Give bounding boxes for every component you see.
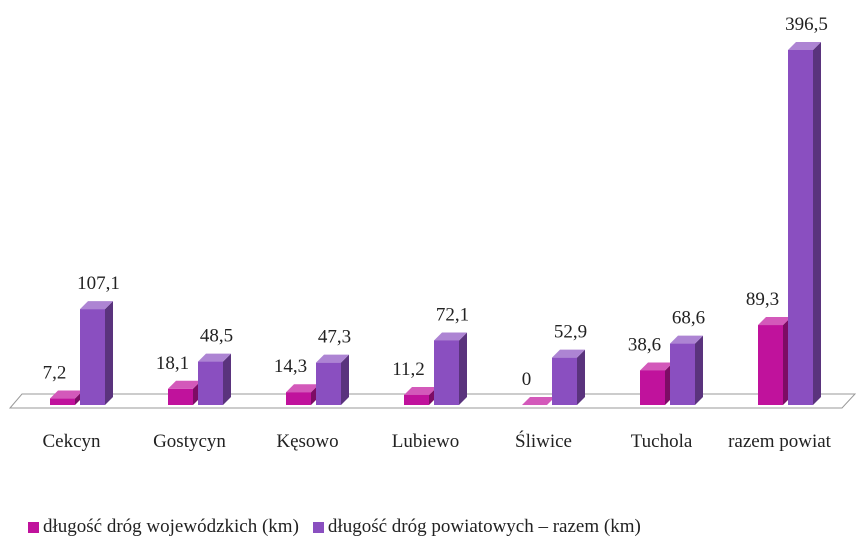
bar <box>788 50 813 405</box>
x-tick-label: Lubiewo <box>391 431 460 452</box>
bar-top <box>640 362 673 371</box>
x-tick-label: Kęsowo <box>276 431 339 452</box>
bar <box>50 398 75 405</box>
bar-top <box>168 380 201 389</box>
bar <box>404 394 429 405</box>
bar <box>434 340 459 405</box>
bar-top <box>80 301 113 310</box>
legend-label: długość dróg wojewódzkich (km) <box>43 516 299 537</box>
bar <box>640 370 665 405</box>
bar <box>286 392 311 405</box>
bar <box>670 343 695 405</box>
x-tick-label: Gostycyn <box>153 431 226 452</box>
legend-swatch <box>312 521 324 533</box>
legend-label: długość dróg powiatowych – razem (km) <box>327 516 641 537</box>
legend-item: długość dróg powiatowych – razem (km) <box>312 516 641 538</box>
bar-side <box>223 353 231 405</box>
bar-top <box>670 335 703 344</box>
legend: długość dróg wojewódzkich (km) długość dr… <box>28 516 655 538</box>
bar-top <box>198 353 231 362</box>
bar-side <box>577 349 585 405</box>
bar <box>80 309 105 405</box>
bar <box>758 325 783 405</box>
bar-top <box>552 349 585 358</box>
bar-side <box>105 301 113 405</box>
x-tick-label: razem powiat <box>728 431 831 452</box>
bar-top <box>522 397 555 405</box>
value-label: 48,5 <box>200 326 233 347</box>
bar-side <box>341 354 349 405</box>
bar-top <box>758 317 791 326</box>
legend-swatch <box>28 521 39 533</box>
bar-side <box>459 332 467 405</box>
value-label: 52,9 <box>554 322 587 343</box>
value-label: 68,6 <box>672 308 705 329</box>
legend-item: długość dróg wojewódzkich (km) <box>28 516 299 538</box>
bar-top <box>404 386 437 395</box>
bar <box>198 361 223 405</box>
bar-side <box>695 335 703 405</box>
x-tick-label: Tuchola <box>630 431 693 452</box>
value-label: 89,3 <box>746 289 779 310</box>
value-label: 18,1 <box>156 353 189 374</box>
value-label: 47,3 <box>318 327 351 348</box>
value-label: 7,2 <box>43 363 67 384</box>
value-label: 14,3 <box>274 356 307 377</box>
x-tick-label: Śliwice <box>515 431 572 452</box>
value-label: 396,5 <box>785 14 828 35</box>
bar-top <box>316 354 349 363</box>
bar <box>316 362 341 405</box>
bar-top <box>434 332 467 341</box>
x-tick-label: Cekcyn <box>42 431 101 452</box>
bar <box>168 388 193 405</box>
bar-top <box>50 390 83 399</box>
value-label: 38,6 <box>628 334 661 355</box>
value-label: 72,1 <box>436 304 469 325</box>
value-label: 11,2 <box>392 359 425 380</box>
bar-top <box>788 42 821 50</box>
value-label: 0 <box>522 369 532 390</box>
bar-side <box>813 42 821 405</box>
bar <box>552 357 577 405</box>
bar-top <box>286 384 319 393</box>
value-label: 107,1 <box>77 273 120 294</box>
